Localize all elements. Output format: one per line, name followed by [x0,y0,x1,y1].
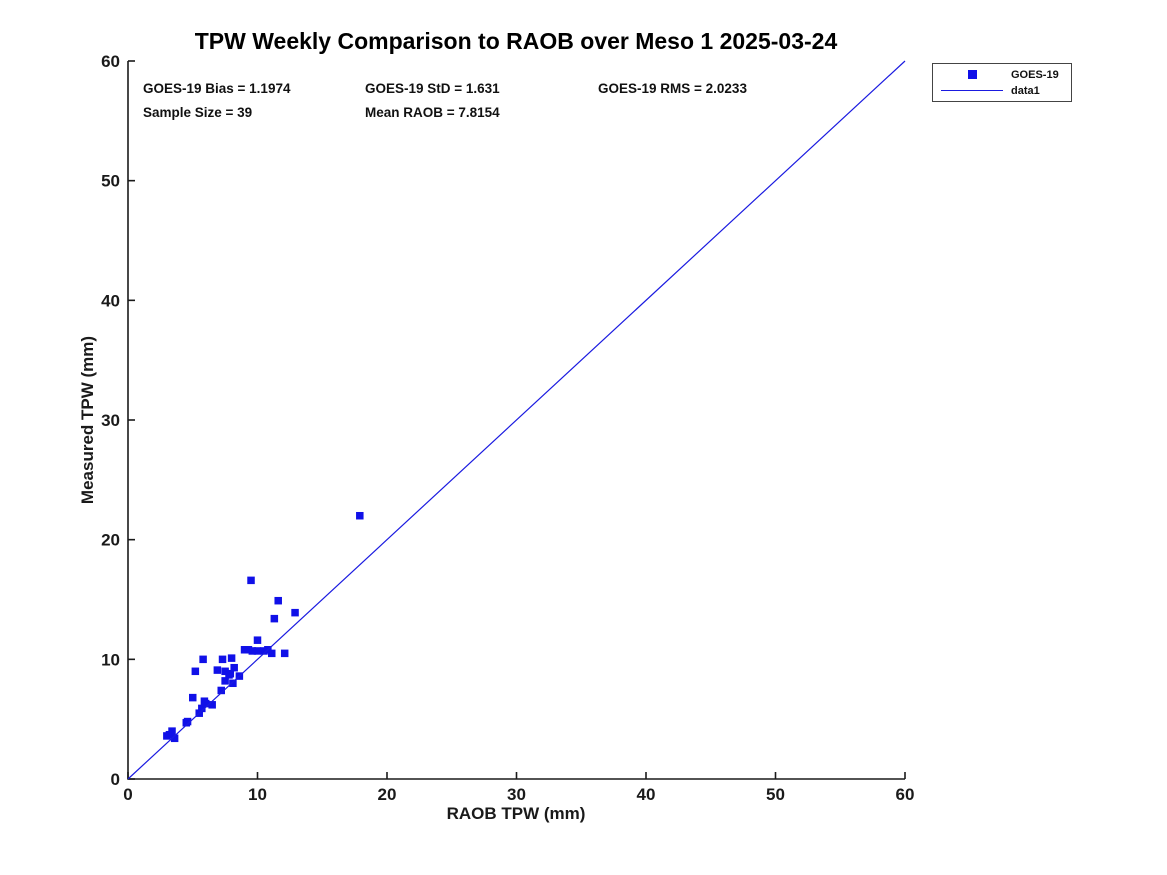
legend-square-marker-icon [933,70,1011,79]
data-point-marker [356,511,364,520]
data-point-marker [183,717,192,726]
data-point-marker [270,614,279,623]
data-point-marker [170,734,179,743]
data-point-marker [291,608,299,617]
stat-bias: GOES-19 Bias = 1.1974 [143,81,291,96]
y-tick-label: 20 [101,531,120,550]
data-point-marker [244,646,253,654]
scatter-points [163,511,364,743]
data-point-marker [165,730,174,739]
data-point-marker [247,576,255,585]
chart-title: TPW Weekly Comparison to RAOB over Meso … [194,28,838,54]
y-tick-label: 50 [101,172,120,191]
legend-entry-data1: data1 [933,84,1071,98]
data-point-marker [226,669,235,678]
y-tick-label: 40 [101,291,120,310]
legend-entry-goes19: GOES-19 [933,68,1071,82]
data-point-marker [201,699,210,708]
x-axis-label: RAOB TPW (mm) [446,804,586,823]
y-tick-label: 10 [101,650,120,669]
data-point-marker [274,596,282,605]
data-point-marker [260,647,268,655]
x-tick-label: 30 [507,785,526,804]
data-point-marker [248,647,257,655]
legend-label: GOES-19 [1011,68,1059,81]
stat-sample-size: Sample Size = 39 [143,105,253,120]
data-point-marker [230,663,238,672]
data-point-marker [229,679,237,688]
x-tick-label: 60 [896,785,915,804]
legend-box: GOES-19 data1 [932,63,1072,102]
data-point-marker [218,655,227,664]
data-point-marker [217,686,225,695]
x-tick-label: 20 [378,785,397,804]
x-tick-label: 40 [637,785,656,804]
data-point-marker [213,666,222,674]
data-point-marker [221,677,229,685]
legend-label: data1 [1011,84,1040,97]
y-tick-label: 60 [101,52,120,71]
y-axis: 0 10 20 30 40 50 60 [101,52,135,789]
y-tick-label: 30 [101,411,120,430]
x-tick-label: 10 [248,785,267,804]
data-point-marker [280,649,289,658]
identity-line [127,60,906,780]
data-point-marker [198,704,206,713]
data-point-marker [227,654,236,662]
data-point-marker [199,655,207,664]
data-point-marker [208,701,216,709]
data-point-marker [253,636,262,644]
stat-rms: GOES-19 RMS = 2.0233 [598,81,747,96]
data-point-marker [253,647,262,655]
x-tick-label: 50 [766,785,785,804]
legend-line-marker-icon [933,90,1011,91]
data-point-marker [221,667,229,676]
y-tick-label: 0 [111,770,120,789]
data-point-marker [240,646,249,654]
stat-std: GOES-19 StD = 1.631 [365,81,500,96]
stat-mean-raob: Mean RAOB = 7.8154 [365,105,500,120]
data-point-marker [191,667,200,676]
x-axis: 0 10 20 30 40 50 60 [123,772,914,804]
data-point-marker [267,649,276,658]
x-tick-label: 0 [123,785,132,804]
data-point-marker [189,693,197,702]
